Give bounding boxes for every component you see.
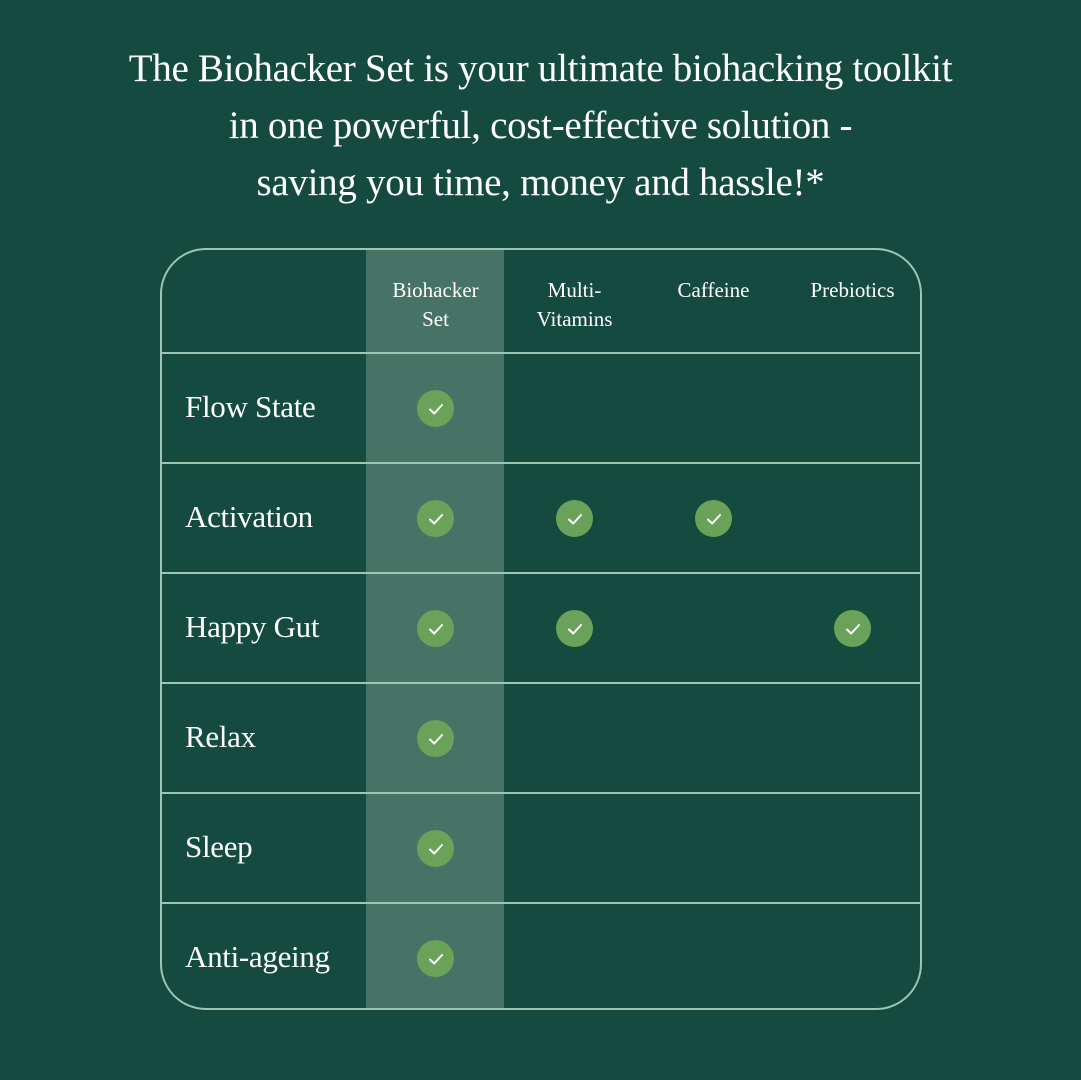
check-icon [417,720,454,757]
headline-line: The Biohacker Set is your ultimate bioha… [128,47,953,90]
column-header: Multi- Vitamins [505,276,644,334]
column-header-text: Vitamins [536,307,613,331]
table-row: Flow State [162,352,920,462]
check-icon [417,940,454,977]
check-icon [417,500,454,537]
table-row: Relax [162,682,920,792]
table-header: Biohacker Set Multi- Vitamins Caffeine Prebio… [162,250,920,352]
column-header-text: Set [422,307,449,331]
check-icon [417,830,454,867]
row-label: Happy Gut [185,609,320,644]
row-label: Sleep [185,829,253,864]
column-header: Caffeine [644,276,783,305]
column-header-text: Multi- [547,278,602,302]
comparison-table: Biohacker Set Multi- Vitamins Caffeine Prebio… [160,248,922,1010]
headline: The Biohacker Set is your ultimate bioha… [0,40,1081,211]
headline-line: saving you time, money and hassle!* [256,161,825,204]
headline-line: in one powerful, cost-effective solution… [228,104,853,147]
column-header: Prebiotics [783,276,920,305]
column-header-text: Biohacker [392,278,479,302]
row-label: Relax [185,719,256,754]
row-label: Activation [185,499,313,534]
table-row: Sleep [162,792,920,902]
column-header-text: Caffeine [677,278,750,302]
row-label: Anti-ageing [185,939,330,974]
table-row: Activation [162,462,920,572]
check-icon [417,610,454,647]
check-icon [417,390,454,427]
check-icon [695,500,732,537]
check-icon [834,610,871,647]
table-row: Happy Gut [162,572,920,682]
column-header-text: Prebiotics [810,278,895,302]
check-icon [556,500,593,537]
column-header: Biohacker Set [366,276,505,334]
row-label: Flow State [185,389,316,424]
table-row: Anti-ageing [162,902,920,1008]
check-icon [556,610,593,647]
